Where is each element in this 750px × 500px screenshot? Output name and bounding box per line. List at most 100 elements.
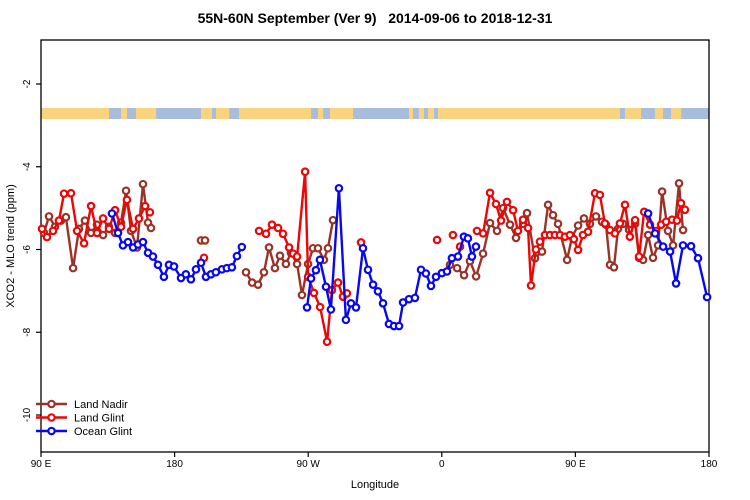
band-segment-ocean (413, 108, 419, 119)
data-point (518, 215, 528, 225)
band-segment-ocean (662, 108, 671, 119)
data-point (241, 267, 251, 277)
data-point (634, 252, 644, 261)
data-point (471, 242, 481, 251)
data-point (322, 337, 332, 347)
data-point (505, 220, 515, 229)
x-tick-label: 180 (701, 459, 718, 470)
data-point (625, 232, 635, 241)
data-point (671, 279, 681, 288)
data-point (254, 226, 264, 236)
data-point (676, 198, 686, 208)
data-point (678, 241, 688, 250)
data-point (61, 212, 71, 222)
data-point (678, 225, 688, 235)
series-line (476, 191, 687, 287)
legend-marker (47, 399, 56, 409)
data-point (569, 234, 579, 244)
data-point (297, 290, 307, 300)
x-tick-label: 90 E (565, 459, 586, 470)
data-point (463, 234, 473, 243)
x-tick-label: 90 W (297, 459, 321, 470)
data-point (373, 286, 383, 296)
data-point (253, 280, 263, 289)
data-point (471, 272, 481, 281)
x-tick-label: 180 (166, 459, 183, 470)
band-segment-ocean (212, 108, 217, 119)
band-segment-land (427, 108, 435, 119)
data-point (609, 262, 619, 272)
band-segment-land (216, 108, 230, 119)
data-point (665, 247, 675, 256)
data-point (292, 259, 302, 269)
y-tick-label: -2 (22, 79, 33, 88)
data-point (522, 208, 532, 218)
data-point (311, 265, 321, 275)
data-point (553, 219, 563, 229)
data-point (496, 216, 506, 225)
data-point (315, 255, 325, 265)
data-point (323, 243, 333, 253)
data-point (583, 227, 593, 237)
y-tick-label: -8 (22, 327, 33, 336)
data-point (341, 315, 351, 325)
series-land-glint (37, 167, 690, 347)
data-point (686, 241, 696, 251)
data-point (181, 270, 191, 279)
band-segment-ocean (229, 108, 240, 119)
data-point (227, 262, 237, 272)
band-segment-land (317, 108, 324, 119)
band-segment-land (41, 108, 109, 119)
data-point (98, 214, 108, 223)
data-point (543, 200, 553, 210)
data-point (548, 210, 558, 220)
data-point (630, 215, 640, 225)
legend-entry-ocean-glint: Ocean Glint (36, 426, 132, 438)
data-point (145, 207, 155, 217)
data-point (68, 263, 78, 273)
data-point (321, 282, 331, 292)
data-point (702, 292, 712, 302)
data-point (159, 272, 169, 282)
y-tick-label: -4 (22, 162, 33, 171)
band-segment-land (121, 108, 127, 119)
data-point (309, 288, 319, 298)
data-point (259, 267, 269, 277)
legend-entry-land-glint: Land Glint (36, 413, 124, 425)
data-point (123, 237, 133, 247)
data-point (66, 188, 76, 198)
data-point (267, 220, 277, 229)
x-tick-label: 90 E (31, 459, 52, 470)
data-point (54, 216, 64, 225)
band-segment-ocean (681, 108, 709, 119)
data-point (302, 303, 312, 312)
band-segment-ocean (423, 108, 428, 119)
data-point (478, 229, 488, 238)
data-point (363, 265, 373, 275)
band-segment-land (408, 108, 414, 119)
data-point (452, 263, 462, 273)
data-point (620, 200, 630, 210)
data-point (410, 293, 420, 303)
band-segment-land (330, 108, 354, 119)
data-point (431, 272, 441, 282)
data-point (72, 226, 82, 236)
data-point (292, 252, 302, 261)
data-point (148, 252, 158, 261)
data-point (595, 190, 605, 200)
band-segment-ocean (353, 108, 409, 119)
band-segment-ocean (619, 108, 625, 119)
band-segment-land (418, 108, 424, 119)
data-point (281, 259, 291, 269)
legend-entry-land-nadir: Land Nadir (36, 399, 128, 411)
band-segment-ocean (156, 108, 202, 119)
data-point (122, 195, 132, 205)
y-tick-label: -6 (22, 245, 33, 254)
data-point (485, 188, 495, 198)
data-point (426, 281, 436, 291)
data-point (86, 201, 96, 211)
data-point (693, 253, 703, 263)
data-point (513, 226, 523, 236)
data-point (138, 179, 148, 189)
data-point (92, 228, 102, 238)
